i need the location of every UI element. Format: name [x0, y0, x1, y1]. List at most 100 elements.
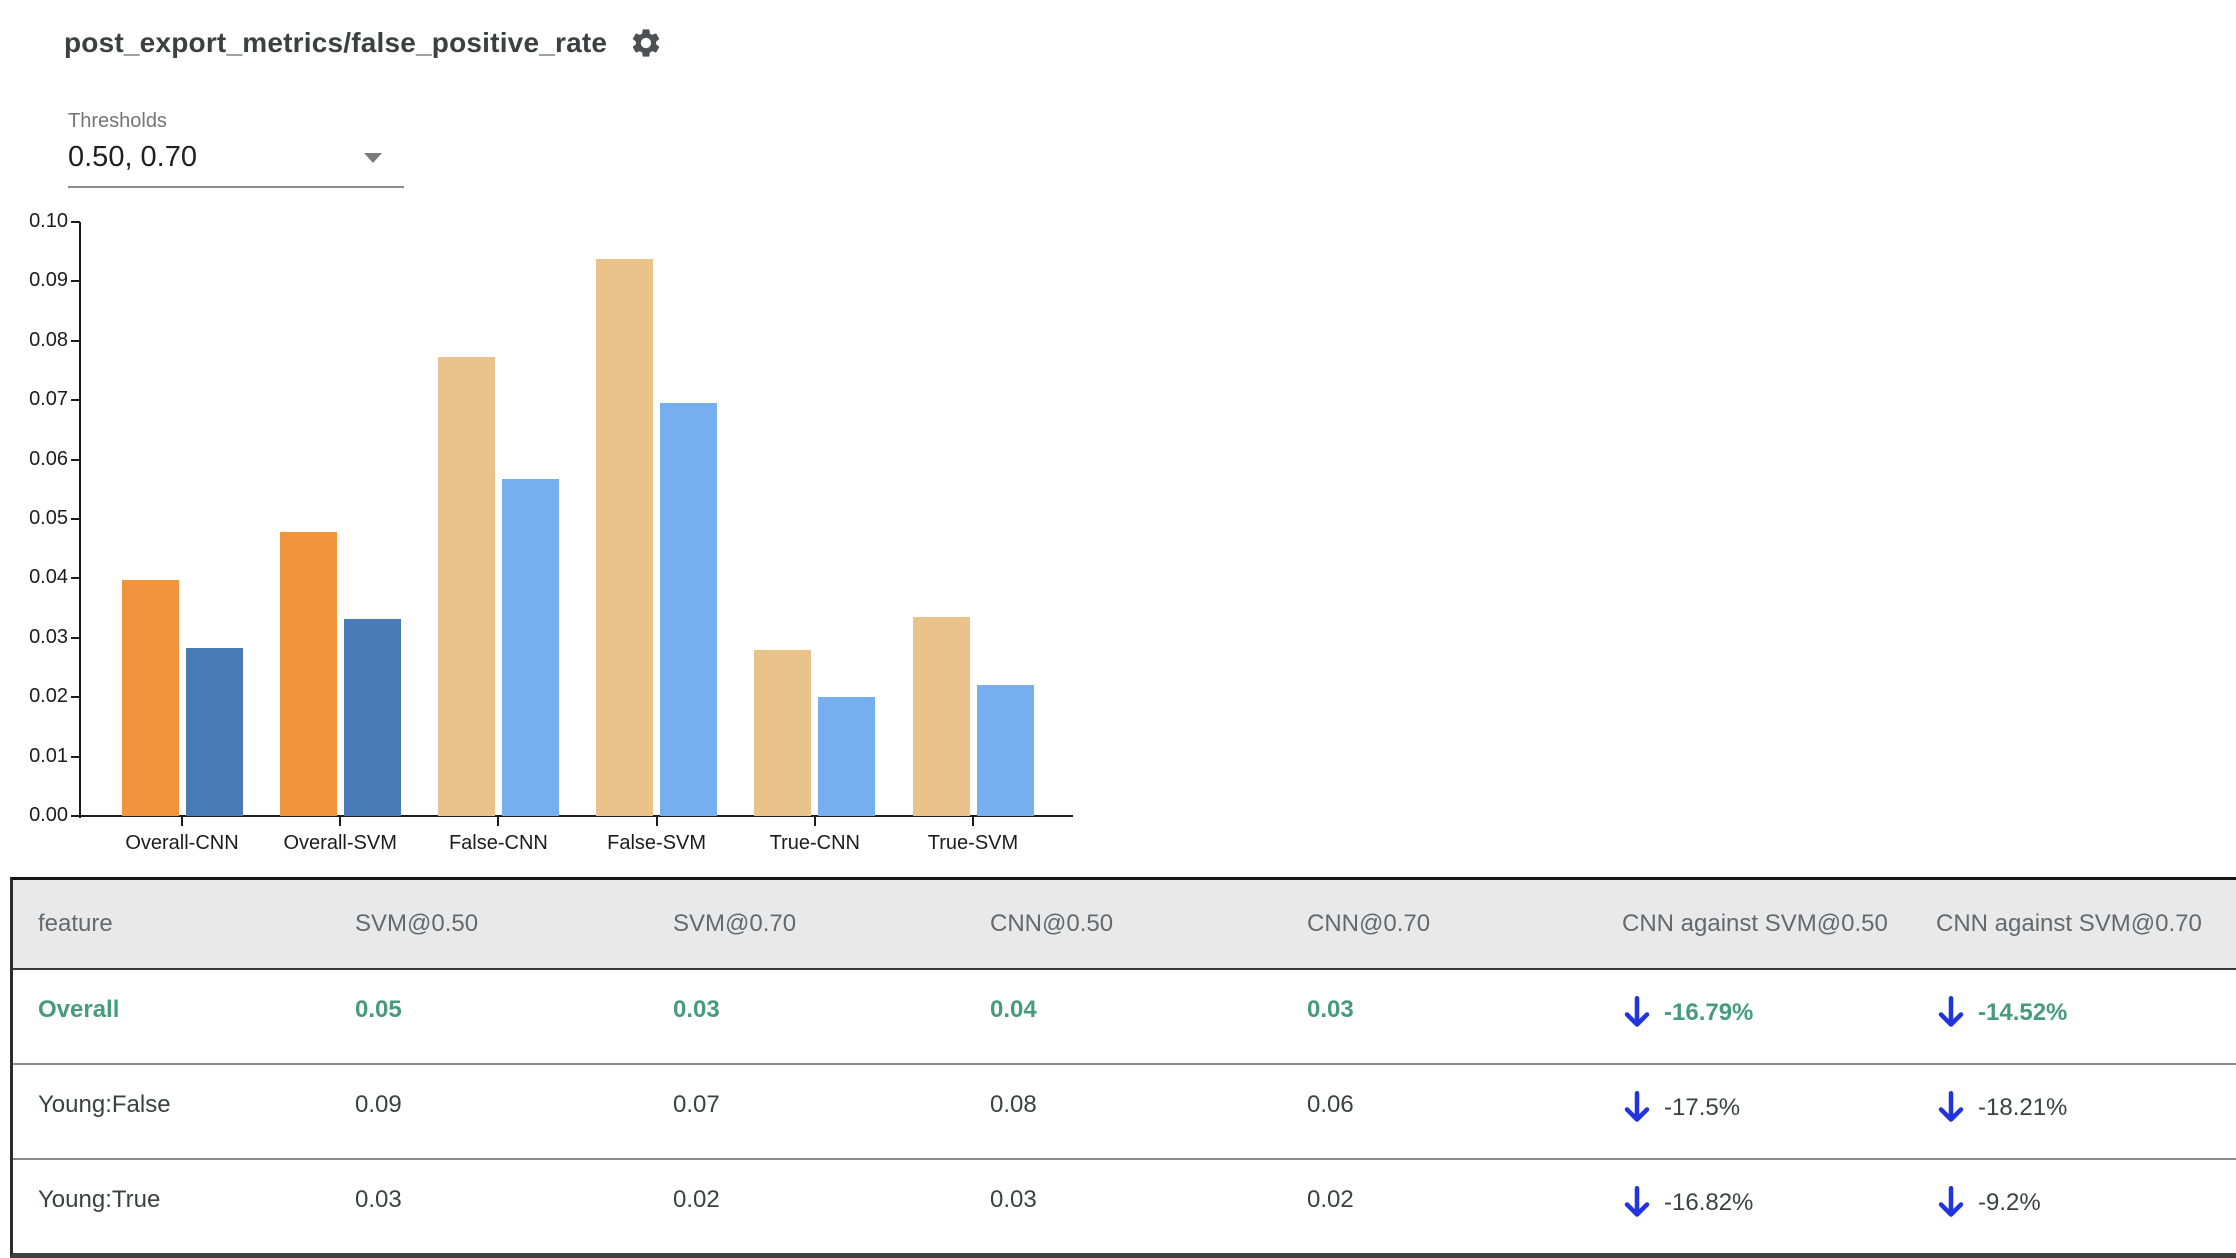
y-axis-tick-label: 0.06	[29, 447, 68, 470]
y-axis-tick-label: 0.01	[29, 744, 68, 767]
comparison-cell: -18.21%	[1936, 1065, 2236, 1134]
table-row[interactable]: Young:True 0.03 0.02 0.03 0.02 -16.82% -9.2%	[13, 1160, 2236, 1253]
y-axis-tick-label: 0.07	[29, 388, 68, 411]
x-axis-tick	[181, 817, 183, 826]
column-header[interactable]: CNN against SVM@0.50	[1622, 910, 1888, 937]
y-axis-tick-label: 0.02	[29, 685, 68, 708]
x-axis-line	[71, 815, 1073, 817]
y-axis-tick	[71, 458, 80, 461]
value-cell: 0.03	[673, 996, 720, 1023]
value-cell: 0.02	[1307, 1186, 1354, 1213]
bar-Overall-SVM-threshold0.50[interactable]	[279, 532, 337, 816]
bar-Overall-CNN-threshold0.50[interactable]	[121, 579, 179, 816]
bar-Overall-SVM-threshold0.70[interactable]	[343, 619, 401, 816]
y-axis-tick	[71, 577, 80, 580]
arrow-down-icon	[1622, 994, 1652, 1037]
x-axis-tick	[339, 817, 342, 826]
y-axis-line	[79, 222, 81, 818]
settings-gear-icon[interactable]	[629, 26, 663, 60]
y-axis-tick	[71, 339, 80, 342]
y-axis-tick-label: 0.09	[29, 269, 68, 292]
y-axis-tick	[71, 280, 80, 283]
y-axis-tick	[71, 815, 80, 817]
y-axis-tick	[71, 755, 80, 758]
comparison-cell: -16.82%	[1622, 1160, 1936, 1229]
x-axis-tick	[655, 817, 658, 826]
column-header[interactable]: CNN@0.50	[990, 910, 1114, 937]
bar-True-CNN-threshold0.70[interactable]	[818, 696, 876, 816]
page-title: post_export_metrics/false_positive_rate	[64, 27, 608, 58]
feature-cell: Young:True	[38, 1186, 161, 1213]
value-cell: 0.02	[673, 1186, 720, 1213]
comparison-percentage: -18.21%	[1978, 1094, 2068, 1121]
arrow-down-icon	[1936, 1089, 1966, 1132]
bar-False-SVM-threshold0.70[interactable]	[660, 403, 718, 816]
x-axis-tick	[497, 817, 500, 826]
bar-Overall-CNN-threshold0.70[interactable]	[185, 647, 243, 816]
comparison-cell: -9.2%	[1936, 1160, 2236, 1229]
chevron-down-icon	[364, 153, 382, 163]
table-header-row: feature SVM@0.50 SVM@0.70 CNN@0.50 CNN@0.70 C…	[13, 880, 2236, 970]
y-axis-tick-label: 0.03	[29, 625, 68, 648]
thresholds-label: Thresholds	[68, 110, 167, 132]
comparison-percentage: -17.5%	[1664, 1094, 1741, 1121]
feature-cell: Overall	[38, 996, 120, 1023]
value-cell: 0.03	[1307, 996, 1354, 1023]
column-header[interactable]: feature	[38, 910, 113, 937]
x-axis-category-label: Overall-SVM	[283, 832, 397, 854]
column-header[interactable]: SVM@0.70	[673, 910, 797, 937]
y-axis-tick	[71, 221, 80, 223]
x-axis-category-label: True-SVM	[927, 832, 1019, 854]
value-cell: 0.05	[355, 996, 402, 1023]
y-axis-tick	[71, 636, 80, 639]
false-positive-rate-bar-chart: 0.00 0.01 0.02 0.03 0.04 0.05 0.06 0.07 0.08 0.09…	[0, 0, 1120, 880]
bar-False-CNN-threshold0.70[interactable]	[501, 478, 559, 816]
comparison-cell: -16.79%	[1622, 970, 1936, 1039]
y-axis-tick	[71, 696, 80, 699]
thresholds-select[interactable]: 0.50, 0.70	[68, 141, 404, 188]
y-axis-tick	[71, 399, 80, 402]
column-header[interactable]: SVM@0.50	[355, 910, 479, 937]
value-cell: 0.03	[990, 1186, 1037, 1213]
value-cell: 0.03	[355, 1186, 402, 1213]
value-cell: 0.09	[355, 1091, 402, 1118]
x-axis-tick	[813, 817, 816, 826]
bar-False-CNN-threshold0.50[interactable]	[437, 356, 495, 816]
comparison-cell: -14.52%	[1936, 970, 2236, 1039]
x-axis-category-label: Overall-CNN	[125, 832, 239, 854]
panel-header: post_export_metrics/false_positive_rate	[64, 26, 663, 60]
y-axis-tick-label: 0.08	[29, 328, 68, 351]
table-row[interactable]: Young:False 0.09 0.07 0.08 0.06 -17.5% -18.21%	[13, 1065, 2236, 1160]
comparison-cell: -17.5%	[1622, 1065, 1936, 1134]
value-cell: 0.07	[673, 1091, 720, 1118]
arrow-down-icon	[1622, 1184, 1652, 1227]
value-cell: 0.08	[990, 1091, 1037, 1118]
arrow-down-icon	[1936, 1184, 1966, 1227]
x-axis-category-label: False-CNN	[448, 832, 548, 854]
feature-cell: Young:False	[38, 1091, 171, 1118]
y-axis-tick-label: 0.00	[29, 804, 68, 826]
bar-False-SVM-threshold0.50[interactable]	[596, 259, 654, 816]
column-header[interactable]: CNN@0.70	[1307, 910, 1431, 937]
comparison-percentage: -14.52%	[1978, 999, 2068, 1026]
arrow-down-icon	[1936, 994, 1966, 1037]
y-axis-tick-label: 0.05	[29, 507, 68, 529]
y-axis-tick-label: 0.04	[29, 566, 68, 589]
y-axis-tick-label: 0.10	[29, 210, 68, 232]
value-cell: 0.04	[990, 996, 1037, 1023]
bar-True-SVM-threshold0.70[interactable]	[976, 685, 1034, 816]
bar-True-SVM-threshold0.50[interactable]	[912, 617, 970, 816]
bar-True-CNN-threshold0.50[interactable]	[754, 650, 812, 816]
comparison-percentage: -16.79%	[1664, 999, 1754, 1026]
arrow-down-icon	[1622, 1089, 1652, 1132]
x-axis-category-label: False-SVM	[607, 832, 707, 854]
table-row[interactable]: Overall 0.05 0.03 0.04 0.03 -16.79% -14.52%	[13, 970, 2236, 1065]
thresholds-control: Thresholds 0.50, 0.70	[68, 110, 404, 188]
x-axis-category-label: True-CNN	[769, 832, 860, 854]
thresholds-value: 0.50, 0.70	[68, 141, 197, 173]
column-header[interactable]: CNN against SVM@0.70	[1936, 910, 2202, 937]
value-cell: 0.06	[1307, 1091, 1354, 1118]
metrics-table: feature SVM@0.50 SVM@0.70 CNN@0.50 CNN@0.70 C…	[10, 877, 2236, 1258]
x-axis-tick	[972, 817, 974, 826]
